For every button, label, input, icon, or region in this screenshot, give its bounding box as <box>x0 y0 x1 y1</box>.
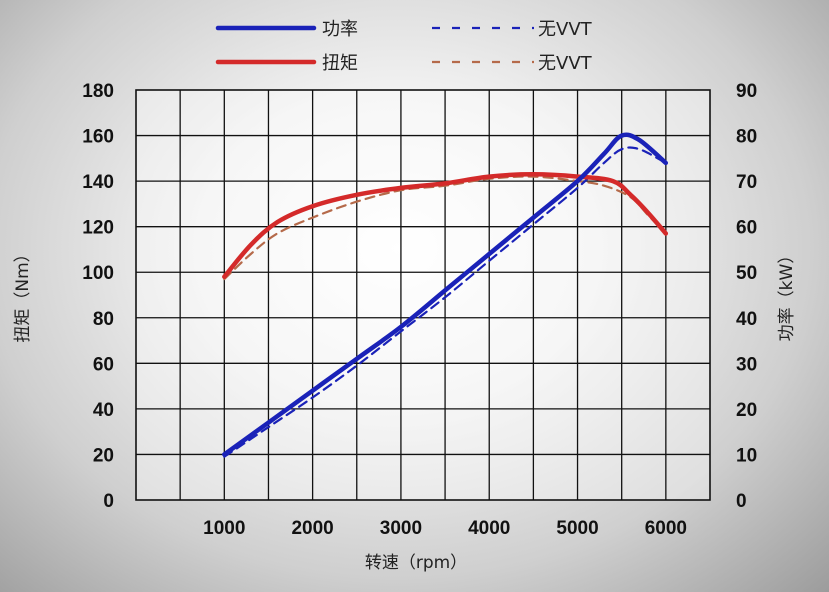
grid <box>135 89 711 501</box>
y-left-tick-label: 120 <box>82 218 114 239</box>
plot-area <box>135 89 711 501</box>
x-tick-label: 1000 <box>203 518 245 539</box>
y-left-tick-label: 40 <box>93 400 114 421</box>
y-right-tick-label: 80 <box>736 127 757 148</box>
x-tick-label: 5000 <box>556 518 598 539</box>
y-left-tick-label: 100 <box>82 263 114 284</box>
x-tick-label: 3000 <box>380 518 422 539</box>
y-right-tick-label: 60 <box>736 218 757 239</box>
power-no-vvt-line <box>223 146 667 458</box>
y-left-tick-label: 140 <box>82 172 114 193</box>
power-line <box>222 132 669 457</box>
y-left-tick-label: 60 <box>93 354 114 375</box>
torque-line <box>222 172 669 280</box>
x-tick-label: 4000 <box>468 518 510 539</box>
y-right-tick-label: 50 <box>736 263 757 284</box>
y-axis-right-label: 功率（kW） <box>777 247 797 342</box>
tick-labels: 1000 2000 3000 4000 5000 60000204060801001201… <box>82 81 757 539</box>
y-left-tick-label: 160 <box>82 127 114 148</box>
x-axis-label: 转速（rpm） <box>365 553 467 573</box>
legend-label: 功率 <box>322 19 358 40</box>
y-right-tick-label: 90 <box>736 81 757 102</box>
y-left-tick-label: 80 <box>93 309 114 330</box>
y-left-tick-label: 0 <box>103 491 114 512</box>
y-right-tick-label: 20 <box>736 400 757 421</box>
y-left-tick-label: 20 <box>93 445 114 466</box>
legend-label: 无VVT <box>538 19 593 40</box>
y-axis-left-label: 扭矩（Nm） <box>13 245 33 342</box>
x-tick-label: 6000 <box>645 518 687 539</box>
y-right-tick-label: 70 <box>736 172 757 193</box>
x-tick-label: 2000 <box>291 518 333 539</box>
y-right-tick-label: 30 <box>736 354 757 375</box>
y-right-tick-label: 10 <box>736 445 757 466</box>
y-right-tick-label: 0 <box>736 491 747 512</box>
legend-label: 无VVT <box>538 53 593 74</box>
series-lines <box>222 132 669 458</box>
y-left-tick-label: 180 <box>82 81 114 102</box>
legend-label: 扭矩 <box>322 53 358 74</box>
y-right-tick-label: 40 <box>736 309 757 330</box>
